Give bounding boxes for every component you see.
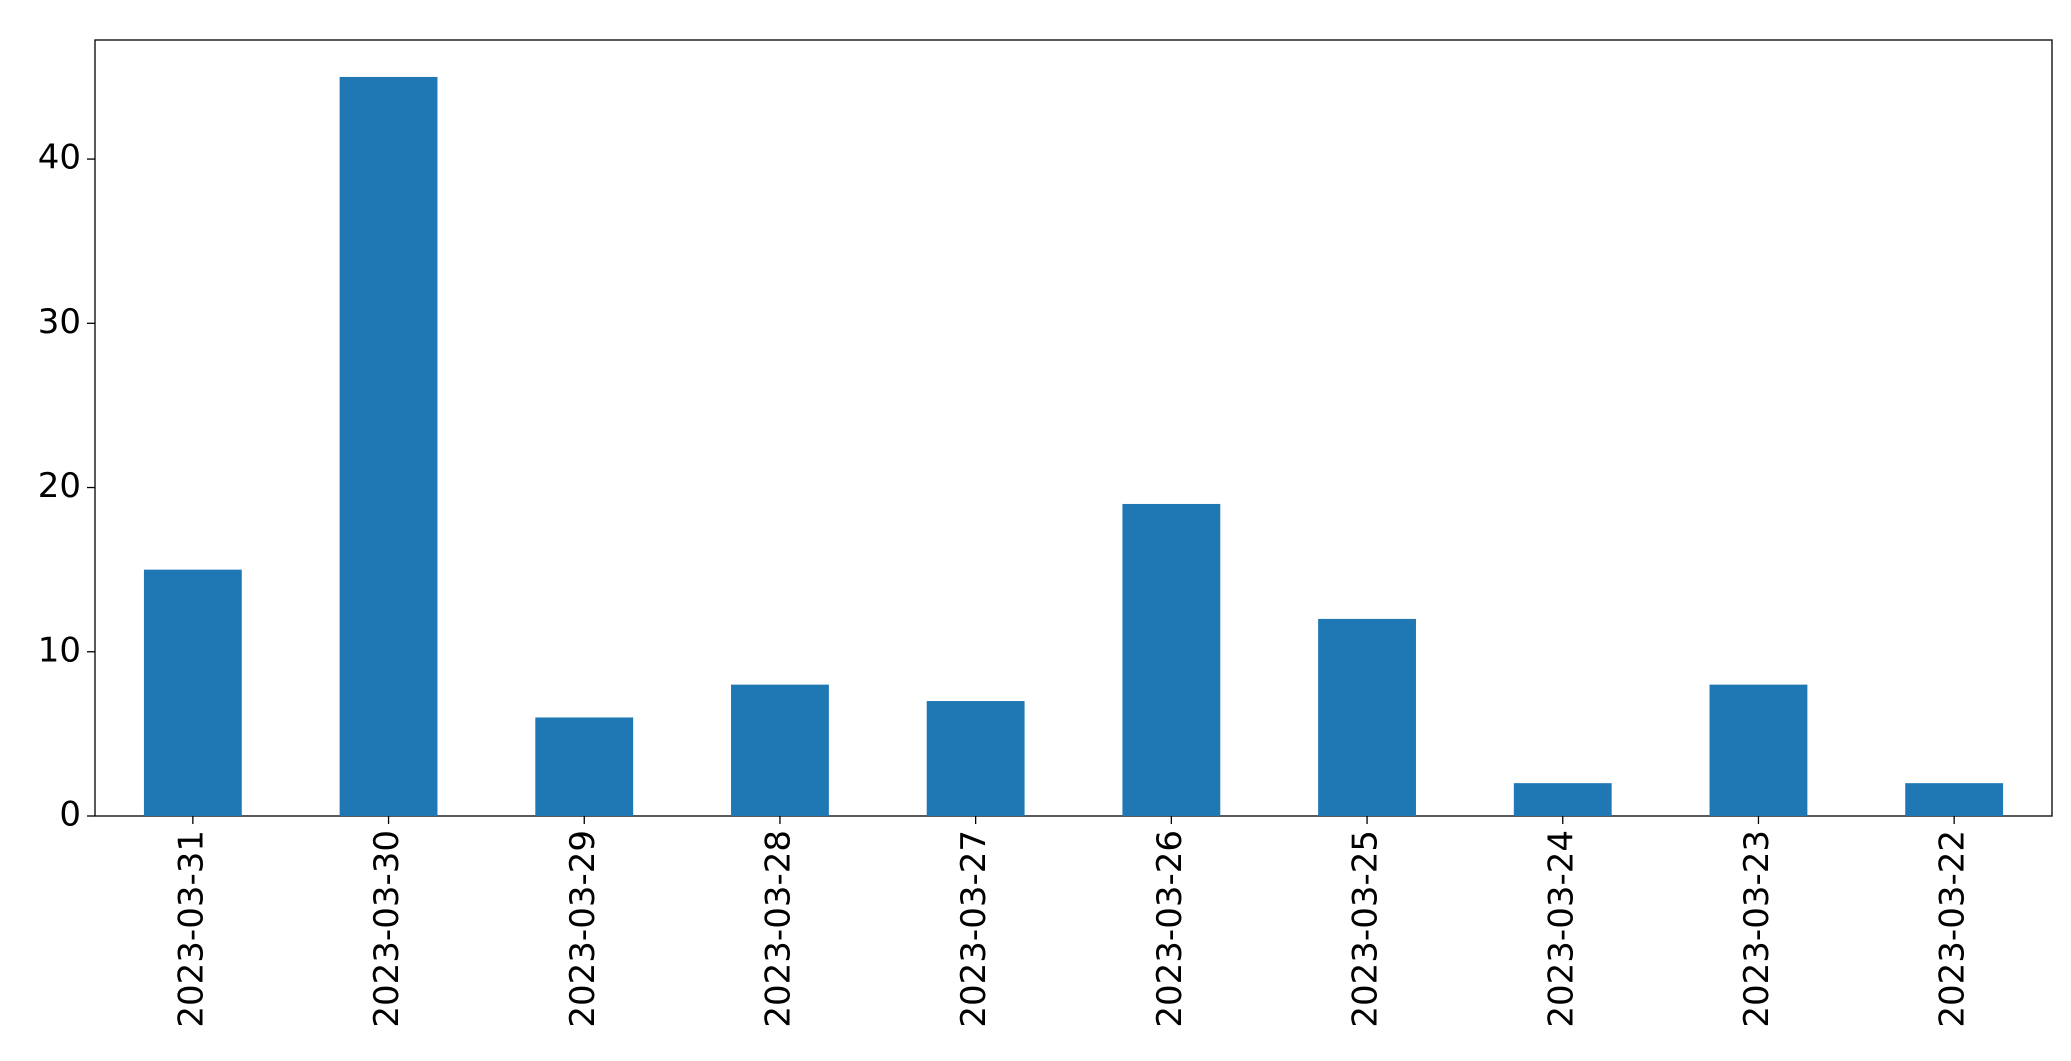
bar [1513, 783, 1612, 816]
x-tick-label: 2023-03-27 [954, 830, 994, 1028]
x-tick-label: 2023-03-23 [1737, 830, 1777, 1028]
plot-frame [94, 39, 2053, 817]
y-tick-label: 30 [38, 302, 81, 342]
bar [535, 717, 634, 816]
x-tick-label: 2023-03-26 [1150, 830, 1190, 1028]
x-tick-label: 2023-03-24 [1541, 830, 1581, 1028]
bar [339, 76, 438, 816]
bar [1318, 618, 1416, 816]
bar [1122, 503, 1221, 816]
bar [1709, 684, 1808, 816]
x-tick-label: 2023-03-22 [1933, 830, 1973, 1028]
x-tick-label: 2023-03-30 [367, 830, 407, 1028]
y-tick-label: 20 [38, 466, 81, 506]
bar [926, 701, 1025, 816]
x-tick-label: 2023-03-25 [1346, 830, 1386, 1028]
bar [731, 684, 829, 816]
x-tick-label: 2023-03-28 [758, 830, 798, 1028]
x-tick-label: 2023-03-31 [171, 830, 211, 1028]
y-tick-label: 10 [38, 630, 81, 670]
y-tick-label: 0 [59, 795, 81, 835]
x-tick-label: 2023-03-29 [563, 830, 603, 1028]
y-tick-label: 40 [38, 138, 81, 178]
bar [1905, 783, 2004, 816]
bar [143, 569, 242, 816]
